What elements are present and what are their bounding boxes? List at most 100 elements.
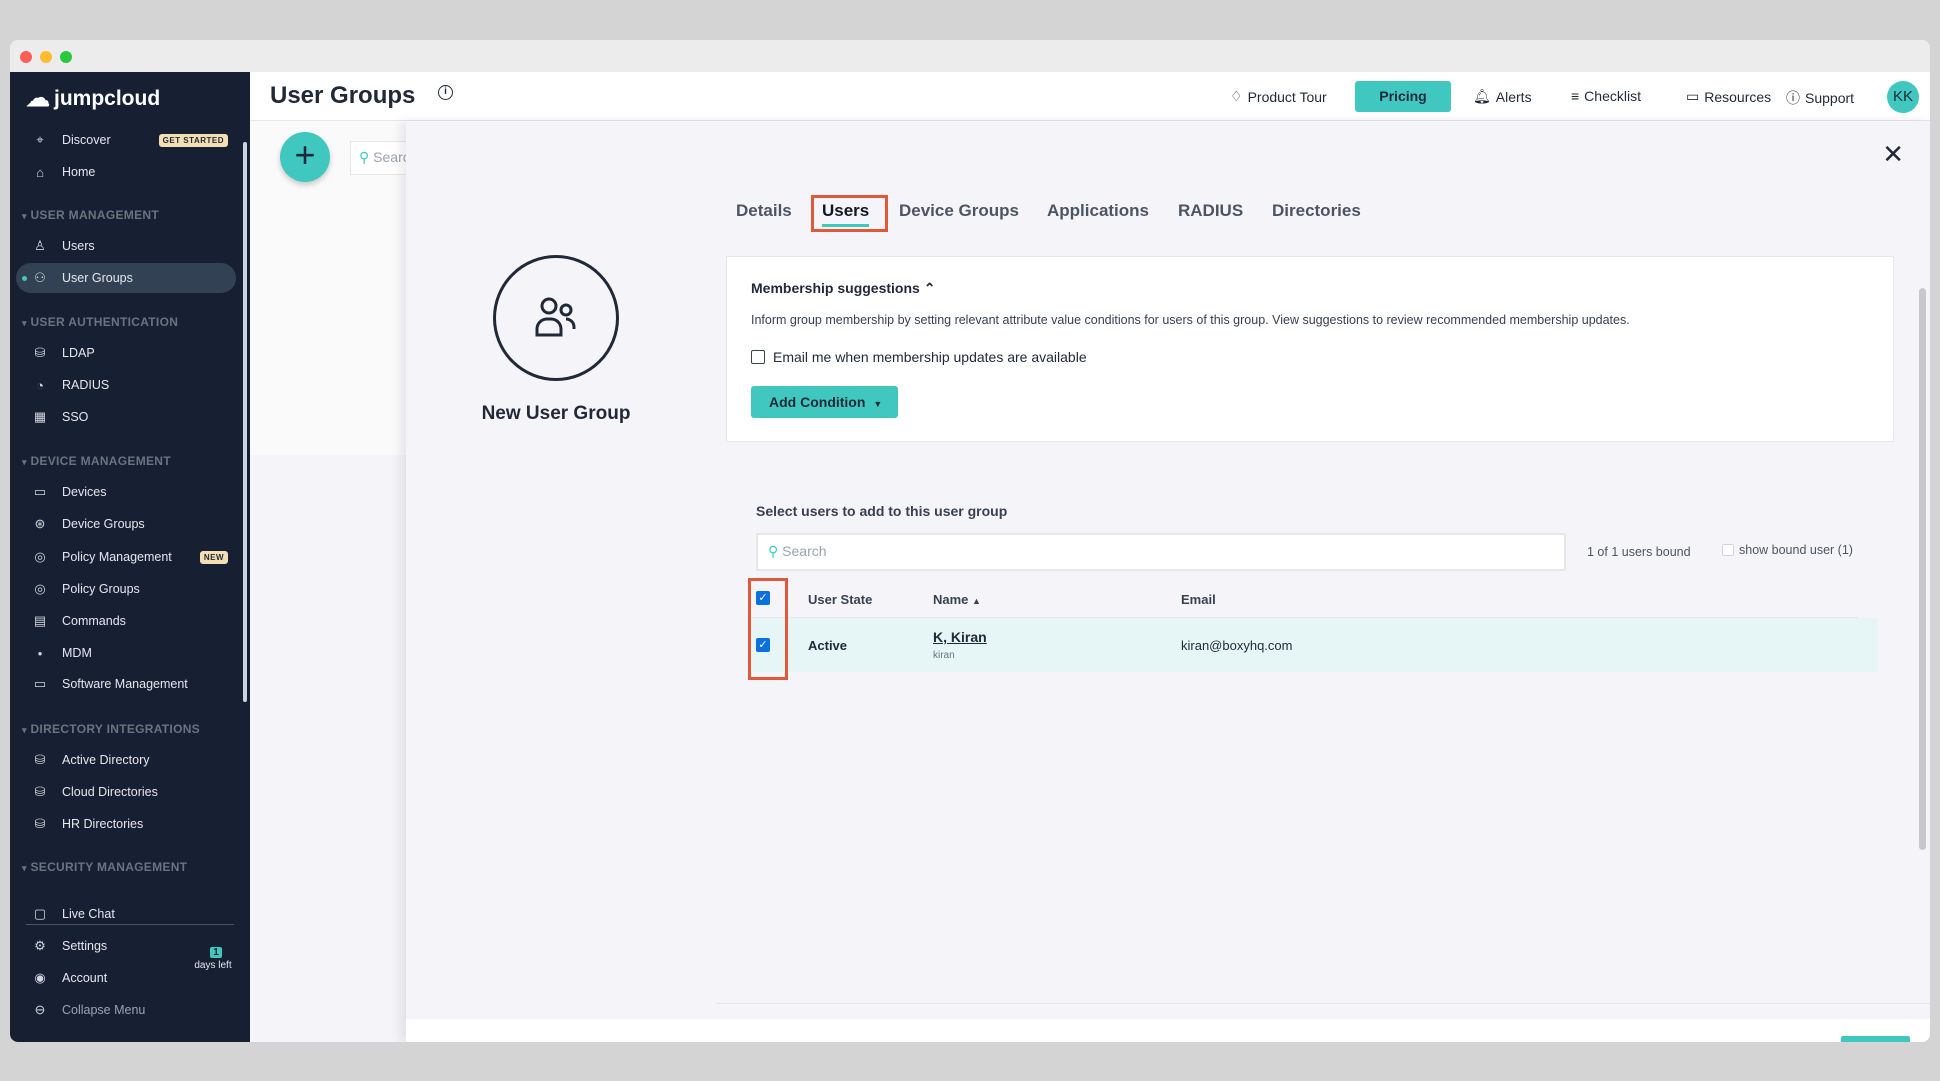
user-avatar[interactable]: KK xyxy=(1887,81,1919,113)
tab-details[interactable]: Details xyxy=(736,201,792,220)
resources-link[interactable]: ▭ Resources xyxy=(1686,88,1772,105)
user-icon: ♙ xyxy=(34,238,46,253)
sidebar-scrollbar[interactable] xyxy=(243,142,247,702)
sidebar-item-discover[interactable]: ⌖ Discover GET STARTED xyxy=(16,125,236,155)
checkbox[interactable] xyxy=(1722,544,1734,556)
devices-icon: ▭ xyxy=(33,484,47,499)
list-icon: ≡ xyxy=(1571,88,1580,104)
sidebar-item-live-chat[interactable]: ▢ Live Chat xyxy=(16,899,236,929)
sidebar-section-security-management[interactable]: ▾ SECURITY MANAGEMENT xyxy=(22,860,188,874)
maximize-window-button[interactable] xyxy=(60,51,72,63)
alerts-link[interactable]: 🔔︎ Alerts xyxy=(1473,88,1532,105)
jumpcloud-logo[interactable]: ☁ jumpcloud xyxy=(26,85,161,112)
book-icon: ▭ xyxy=(1686,88,1700,104)
sidebar-item-policy-groups[interactable]: ◎ Policy Groups xyxy=(16,574,236,604)
checkbox[interactable] xyxy=(751,350,765,364)
cloud-directories-icon: ⛁ xyxy=(34,784,46,799)
panel-scrollbar[interactable] xyxy=(1919,288,1926,850)
sort-asc-icon: ▲ xyxy=(972,596,981,606)
ldap-icon: ⛁ xyxy=(34,345,46,360)
group-search-input[interactable]: ⚲ Search xyxy=(350,141,410,175)
top-header: User Groups i ♢ Product Tour Pricing 🔔︎ Al… xyxy=(250,72,1930,121)
user-group-panel: ✕ New User Group Details Users Device Gr… xyxy=(406,121,1930,1042)
cloud-logo-icon: ☁ xyxy=(26,85,50,112)
sidebar-item-mdm[interactable]: • MDM xyxy=(16,638,236,668)
sidebar-item-commands[interactable]: ▤ Commands xyxy=(16,606,236,636)
search-icon: ⚲ xyxy=(768,543,779,559)
checklist-link[interactable]: ≡ Checklist xyxy=(1571,88,1641,104)
search-icon: ⚲ xyxy=(359,149,370,165)
bell-icon: 🔔︎ xyxy=(1473,88,1491,104)
users-table-header: ✓ User State Name ▲ Email xyxy=(748,578,1858,618)
sidebar-section-user-management[interactable]: ▾ USER MANAGEMENT xyxy=(22,208,159,222)
sidebar-item-account[interactable]: ◉ Account xyxy=(16,963,236,993)
email-updates-checkbox[interactable]: Email me when membership updates are ava… xyxy=(751,349,1087,365)
sidebar-item-policy-management[interactable]: ◎ Policy Management NEW xyxy=(16,542,236,572)
info-icon[interactable]: i xyxy=(438,85,453,100)
chevron-down-icon: ▾ xyxy=(22,457,27,467)
sidebar-item-sso[interactable]: ▦ SSO xyxy=(16,402,236,432)
sidebar-item-radius[interactable]: ◔ RADIUS xyxy=(16,370,236,400)
sidebar: ☁ jumpcloud ⌖ Discover GET STARTED ⌂ Home ▾ U… xyxy=(10,72,250,1042)
column-user-state[interactable]: User State xyxy=(808,592,873,607)
chevron-down-icon: ▾ xyxy=(22,863,27,873)
sidebar-item-active-directory[interactable]: ⛁ Active Directory xyxy=(16,745,236,775)
user-name-link[interactable]: K, Kiran xyxy=(933,629,987,645)
sidebar-item-device-groups[interactable]: ⊛ Device Groups xyxy=(16,509,236,539)
username: kiran xyxy=(933,650,955,661)
add-condition-button[interactable]: Add Condition ▼ xyxy=(751,386,898,418)
membership-suggestions-toggle[interactable]: Membership suggestions ⌃ xyxy=(751,280,936,296)
tab-directories[interactable]: Directories xyxy=(1272,201,1361,220)
add-group-button[interactable]: + xyxy=(280,132,330,182)
support-link[interactable]: ⓘ Support xyxy=(1786,90,1855,106)
select-all-checkbox[interactable]: ✓ xyxy=(756,591,770,605)
user-state: Active xyxy=(808,638,848,653)
hr-directories-icon: ⛁ xyxy=(34,816,46,831)
pricing-button[interactable]: Pricing xyxy=(1355,81,1451,112)
sidebar-item-user-groups[interactable]: ⚇ User Groups xyxy=(16,263,236,293)
sidebar-item-users[interactable]: ♙ Users xyxy=(16,231,236,261)
apple-icon: • xyxy=(37,645,43,661)
show-bound-user-checkbox[interactable]: show bound user (1) xyxy=(1722,543,1853,557)
sidebar-item-settings[interactable]: ⚙ Settings xyxy=(16,931,236,961)
policy-groups-icon: ◎ xyxy=(34,581,46,596)
select-users-heading: Select users to add to this user group xyxy=(756,503,1008,519)
chevron-down-icon: ▾ xyxy=(22,211,27,221)
column-name[interactable]: Name ▲ xyxy=(933,592,981,607)
close-icon[interactable]: ✕ xyxy=(1882,139,1904,169)
row-checkbox[interactable]: ✓ xyxy=(756,638,770,652)
sso-grid-icon: ▦ xyxy=(33,409,47,424)
sidebar-item-hr-directories[interactable]: ⛁ HR Directories xyxy=(16,809,236,839)
panel-footer: cancel save xyxy=(406,1019,1930,1042)
collapse-icon: ⊖ xyxy=(34,1002,46,1017)
minimize-window-button[interactable] xyxy=(40,51,52,63)
users-icon xyxy=(535,297,576,337)
user-search-input[interactable]: ⚲ Search xyxy=(756,533,1566,571)
sidebar-section-device-management[interactable]: ▾ DEVICE MANAGEMENT xyxy=(22,454,171,468)
chevron-down-icon: ▾ xyxy=(22,725,27,735)
sidebar-badge: NEW xyxy=(199,550,228,564)
trial-days-badge: 1 xyxy=(210,947,222,958)
device-groups-icon: ⊛ xyxy=(34,516,46,531)
tab-device-groups[interactable]: Device Groups xyxy=(899,201,1019,220)
sidebar-item-devices[interactable]: ▭ Devices xyxy=(16,477,236,507)
tab-radius[interactable]: RADIUS xyxy=(1178,201,1244,220)
trial-indicator[interactable]: 1 days left xyxy=(194,947,232,971)
save-button[interactable]: save xyxy=(1841,1036,1910,1042)
sidebar-item-ldap[interactable]: ⛁ LDAP xyxy=(16,338,236,368)
tab-users[interactable]: Users xyxy=(822,201,870,227)
column-email[interactable]: Email xyxy=(1181,592,1216,607)
sidebar-section-user-authentication[interactable]: ▾ USER AUTHENTICATION xyxy=(22,315,179,329)
app-window: ☁ jumpcloud ⌖ Discover GET STARTED ⌂ Home ▾ U… xyxy=(10,40,1930,1042)
sidebar-item-cloud-directories[interactable]: ⛁ Cloud Directories xyxy=(16,777,236,807)
sidebar-section-directory-integrations[interactable]: ▾ DIRECTORY INTEGRATIONS xyxy=(22,722,200,736)
sidebar-item-collapse-menu[interactable]: ⊖ Collapse Menu xyxy=(16,995,236,1025)
sidebar-item-home[interactable]: ⌂ Home xyxy=(16,157,236,187)
close-window-button[interactable] xyxy=(20,51,32,63)
chevron-down-icon: ▾ xyxy=(22,318,27,328)
tab-applications[interactable]: Applications xyxy=(1047,201,1150,220)
user-email: kiran@boxyhq.com xyxy=(1181,638,1293,653)
table-row[interactable]: ✓ Active K, Kiran kiran kiran@boxyhq.com xyxy=(748,618,1878,672)
product-tour-link[interactable]: ♢ Product Tour xyxy=(1230,88,1327,105)
sidebar-item-software-management[interactable]: ▭ Software Management xyxy=(16,669,236,699)
